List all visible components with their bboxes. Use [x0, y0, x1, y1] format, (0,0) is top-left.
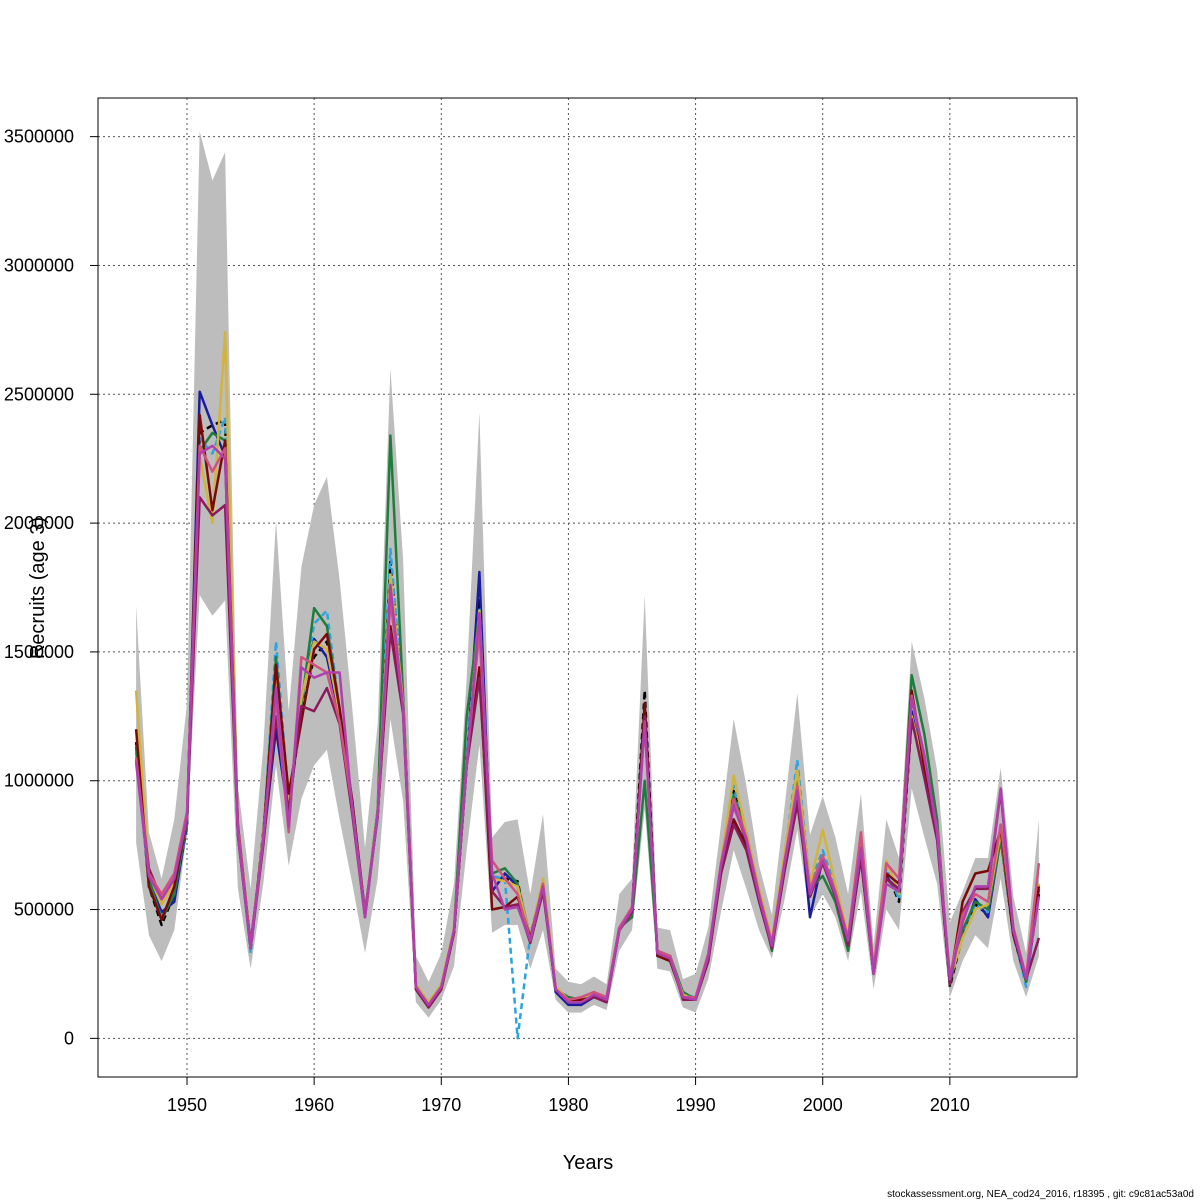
x-tick-label: 2010 [930, 1095, 970, 1115]
x-tick-label: 1960 [294, 1095, 334, 1115]
y-axis-title: Recruits (age 3) [27, 517, 49, 659]
x-tick-label: 1950 [167, 1095, 207, 1115]
x-tick-label: 1990 [676, 1095, 716, 1115]
y-tick-label: 2000000 [4, 513, 74, 533]
y-tick-label: 0 [64, 1028, 74, 1048]
y-tick-label: 2500000 [4, 384, 74, 404]
series-lines [134, 331, 1041, 1040]
y-tick-label: 500000 [14, 900, 74, 920]
series-line-9 [134, 444, 1041, 1007]
plot-frame [97, 97, 1078, 1078]
y-axis: 0 500000 1000000 1500000 2000000 2500000 30000… [4, 127, 98, 1048]
x-tick-label: 1980 [548, 1095, 588, 1115]
x-axis: 1950 1960 1970 1980 1990 2000 2010 [167, 1077, 970, 1115]
y-tick-label: 3500000 [4, 127, 74, 147]
y-tick-label: 1500000 [4, 642, 74, 662]
footer-text: stockassessment.org, NEA_cod24_2016, r18… [887, 1189, 1194, 1200]
x-tick-label: 1970 [421, 1095, 461, 1115]
y-tick-label: 3000000 [4, 255, 74, 275]
y-tick-label: 1000000 [4, 771, 74, 791]
confidence-band-area [136, 131, 1039, 1018]
x-axis-title: Years [563, 1152, 613, 1174]
x-tick-label: 2000 [803, 1095, 843, 1115]
series-line-6 [134, 413, 1041, 1009]
confidence-band [136, 131, 1039, 1018]
